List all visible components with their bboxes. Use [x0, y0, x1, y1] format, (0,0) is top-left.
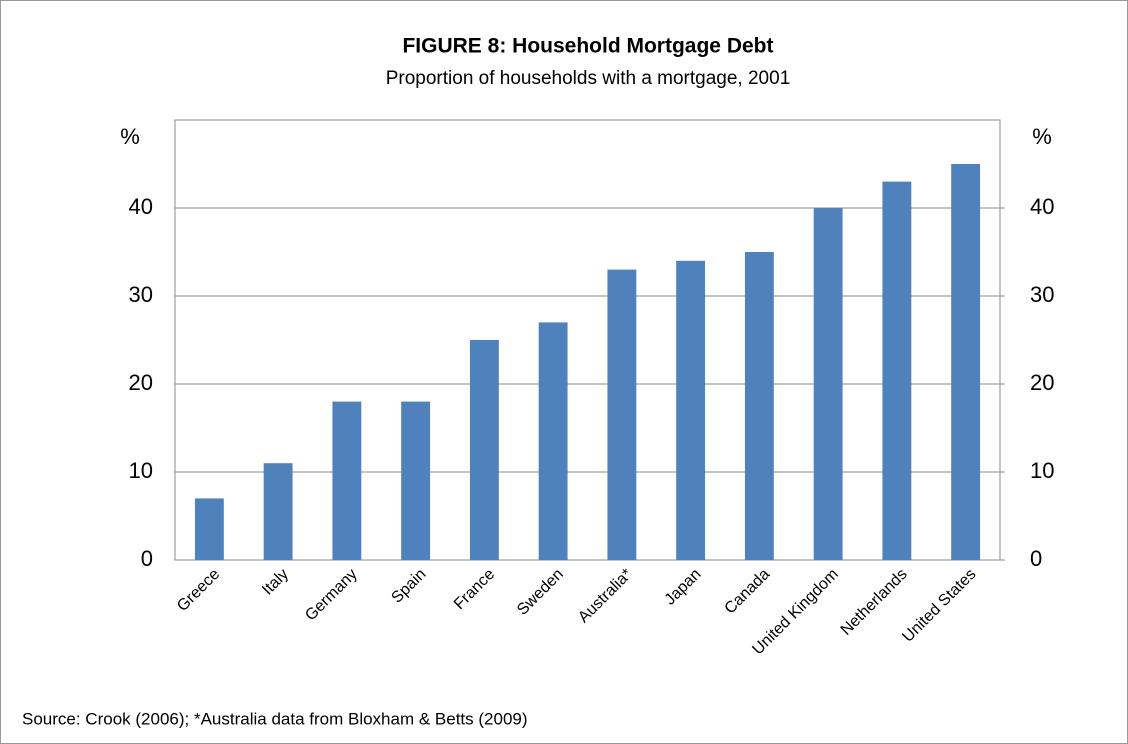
bar [263, 463, 293, 560]
bar [813, 208, 843, 560]
y2-axis-label: % [1032, 124, 1052, 149]
y-tick-label: 40 [129, 194, 153, 219]
y-tick-label: 30 [129, 282, 153, 307]
chart-subtitle: Proportion of households with a mortgage… [386, 68, 791, 89]
y2-tick-label: 20 [1030, 370, 1054, 395]
bar [469, 340, 499, 560]
bar [401, 401, 431, 560]
bar [744, 252, 774, 560]
y2-tick-label: 10 [1030, 458, 1054, 483]
y-tick-label: 0 [141, 546, 153, 571]
y2-tick-label: 0 [1030, 546, 1042, 571]
bar [676, 260, 706, 560]
y-tick-label: 20 [129, 370, 153, 395]
bar [607, 269, 637, 560]
bar [882, 181, 912, 560]
y-axis-label: % [120, 124, 140, 149]
y2-tick-label: 40 [1030, 194, 1054, 219]
bar [538, 322, 568, 560]
bar [332, 401, 362, 560]
source-note: Source: Crook (2006); *Australia data fr… [22, 709, 528, 728]
y2-tick-label: 30 [1030, 282, 1054, 307]
chart-title: FIGURE 8: Household Mortgage Debt [402, 35, 773, 58]
y-tick-label: 10 [129, 458, 153, 483]
bar [951, 164, 981, 560]
bar [194, 498, 224, 560]
